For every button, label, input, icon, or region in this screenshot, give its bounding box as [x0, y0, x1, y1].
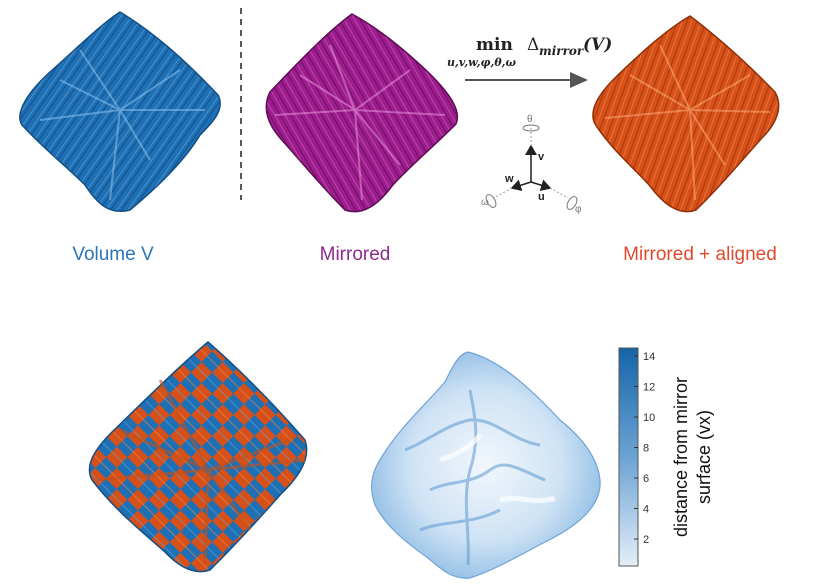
volume-v-render — [19, 11, 221, 212]
colorbar-title-line2: surface (vx) — [694, 409, 714, 505]
omega-label: ω — [481, 197, 489, 208]
mirrored-aligned-render — [592, 15, 780, 213]
formula-delta-subscript: mirror — [539, 44, 585, 58]
mirrored-label: Mirrored — [280, 244, 430, 266]
volume-label: Volume V — [38, 244, 188, 266]
formula-min-subscript: u,v,w,φ,θ,ω — [447, 56, 517, 69]
formula-delta: Δ — [527, 35, 539, 55]
aligned-label: Mirrored + aligned — [600, 244, 800, 266]
colorbar-tick-label: 14 — [643, 351, 655, 363]
colorbar-tick-label: 2 — [643, 534, 649, 546]
colorbar-title: distance from mirror surface (vx) — [663, 342, 723, 572]
colorbar-tick-label: 6 — [643, 473, 649, 485]
phi-label: φ — [575, 204, 582, 215]
formula-min: min — [476, 35, 513, 55]
mirrored-render — [265, 13, 459, 213]
distance-surface-render — [371, 351, 601, 579]
colorbar-tick-label: 10 — [643, 412, 655, 424]
bottom-row-figure: 14 12 10 8 6 4 2 — [88, 341, 655, 579]
mirrored-label-text: Mirrored — [319, 244, 391, 265]
colorbar-gradient — [618, 347, 639, 567]
colorbar-tick-label: 4 — [643, 504, 649, 516]
optimization-formula: min u,v,w,φ,θ,ω Δ mirror (V) — [447, 35, 612, 69]
top-row-figure: min u,v,w,φ,θ,ω Δ mirror (V) θ v w ω u φ — [19, 8, 780, 215]
aligned-label-text: Mirrored + aligned — [623, 244, 777, 265]
v-label: v — [538, 151, 545, 163]
w-label: w — [504, 173, 514, 185]
colorbar-tick-label: 8 — [643, 443, 649, 455]
volume-label-text: Volume V — [72, 244, 154, 265]
overlay-render — [88, 341, 308, 573]
colorbar-tick-label: 12 — [643, 382, 655, 394]
rotation-axes-icon: θ v w ω u φ — [481, 114, 582, 215]
theta-label: θ — [527, 114, 533, 125]
colorbar-ticks: 14 12 10 8 6 4 2 — [634, 351, 655, 546]
formula-argument: (V) — [583, 35, 612, 55]
colorbar-title-line1: distance from mirror — [671, 376, 691, 538]
colorbar: 14 12 10 8 6 4 2 — [618, 347, 655, 567]
u-label: u — [538, 191, 545, 203]
